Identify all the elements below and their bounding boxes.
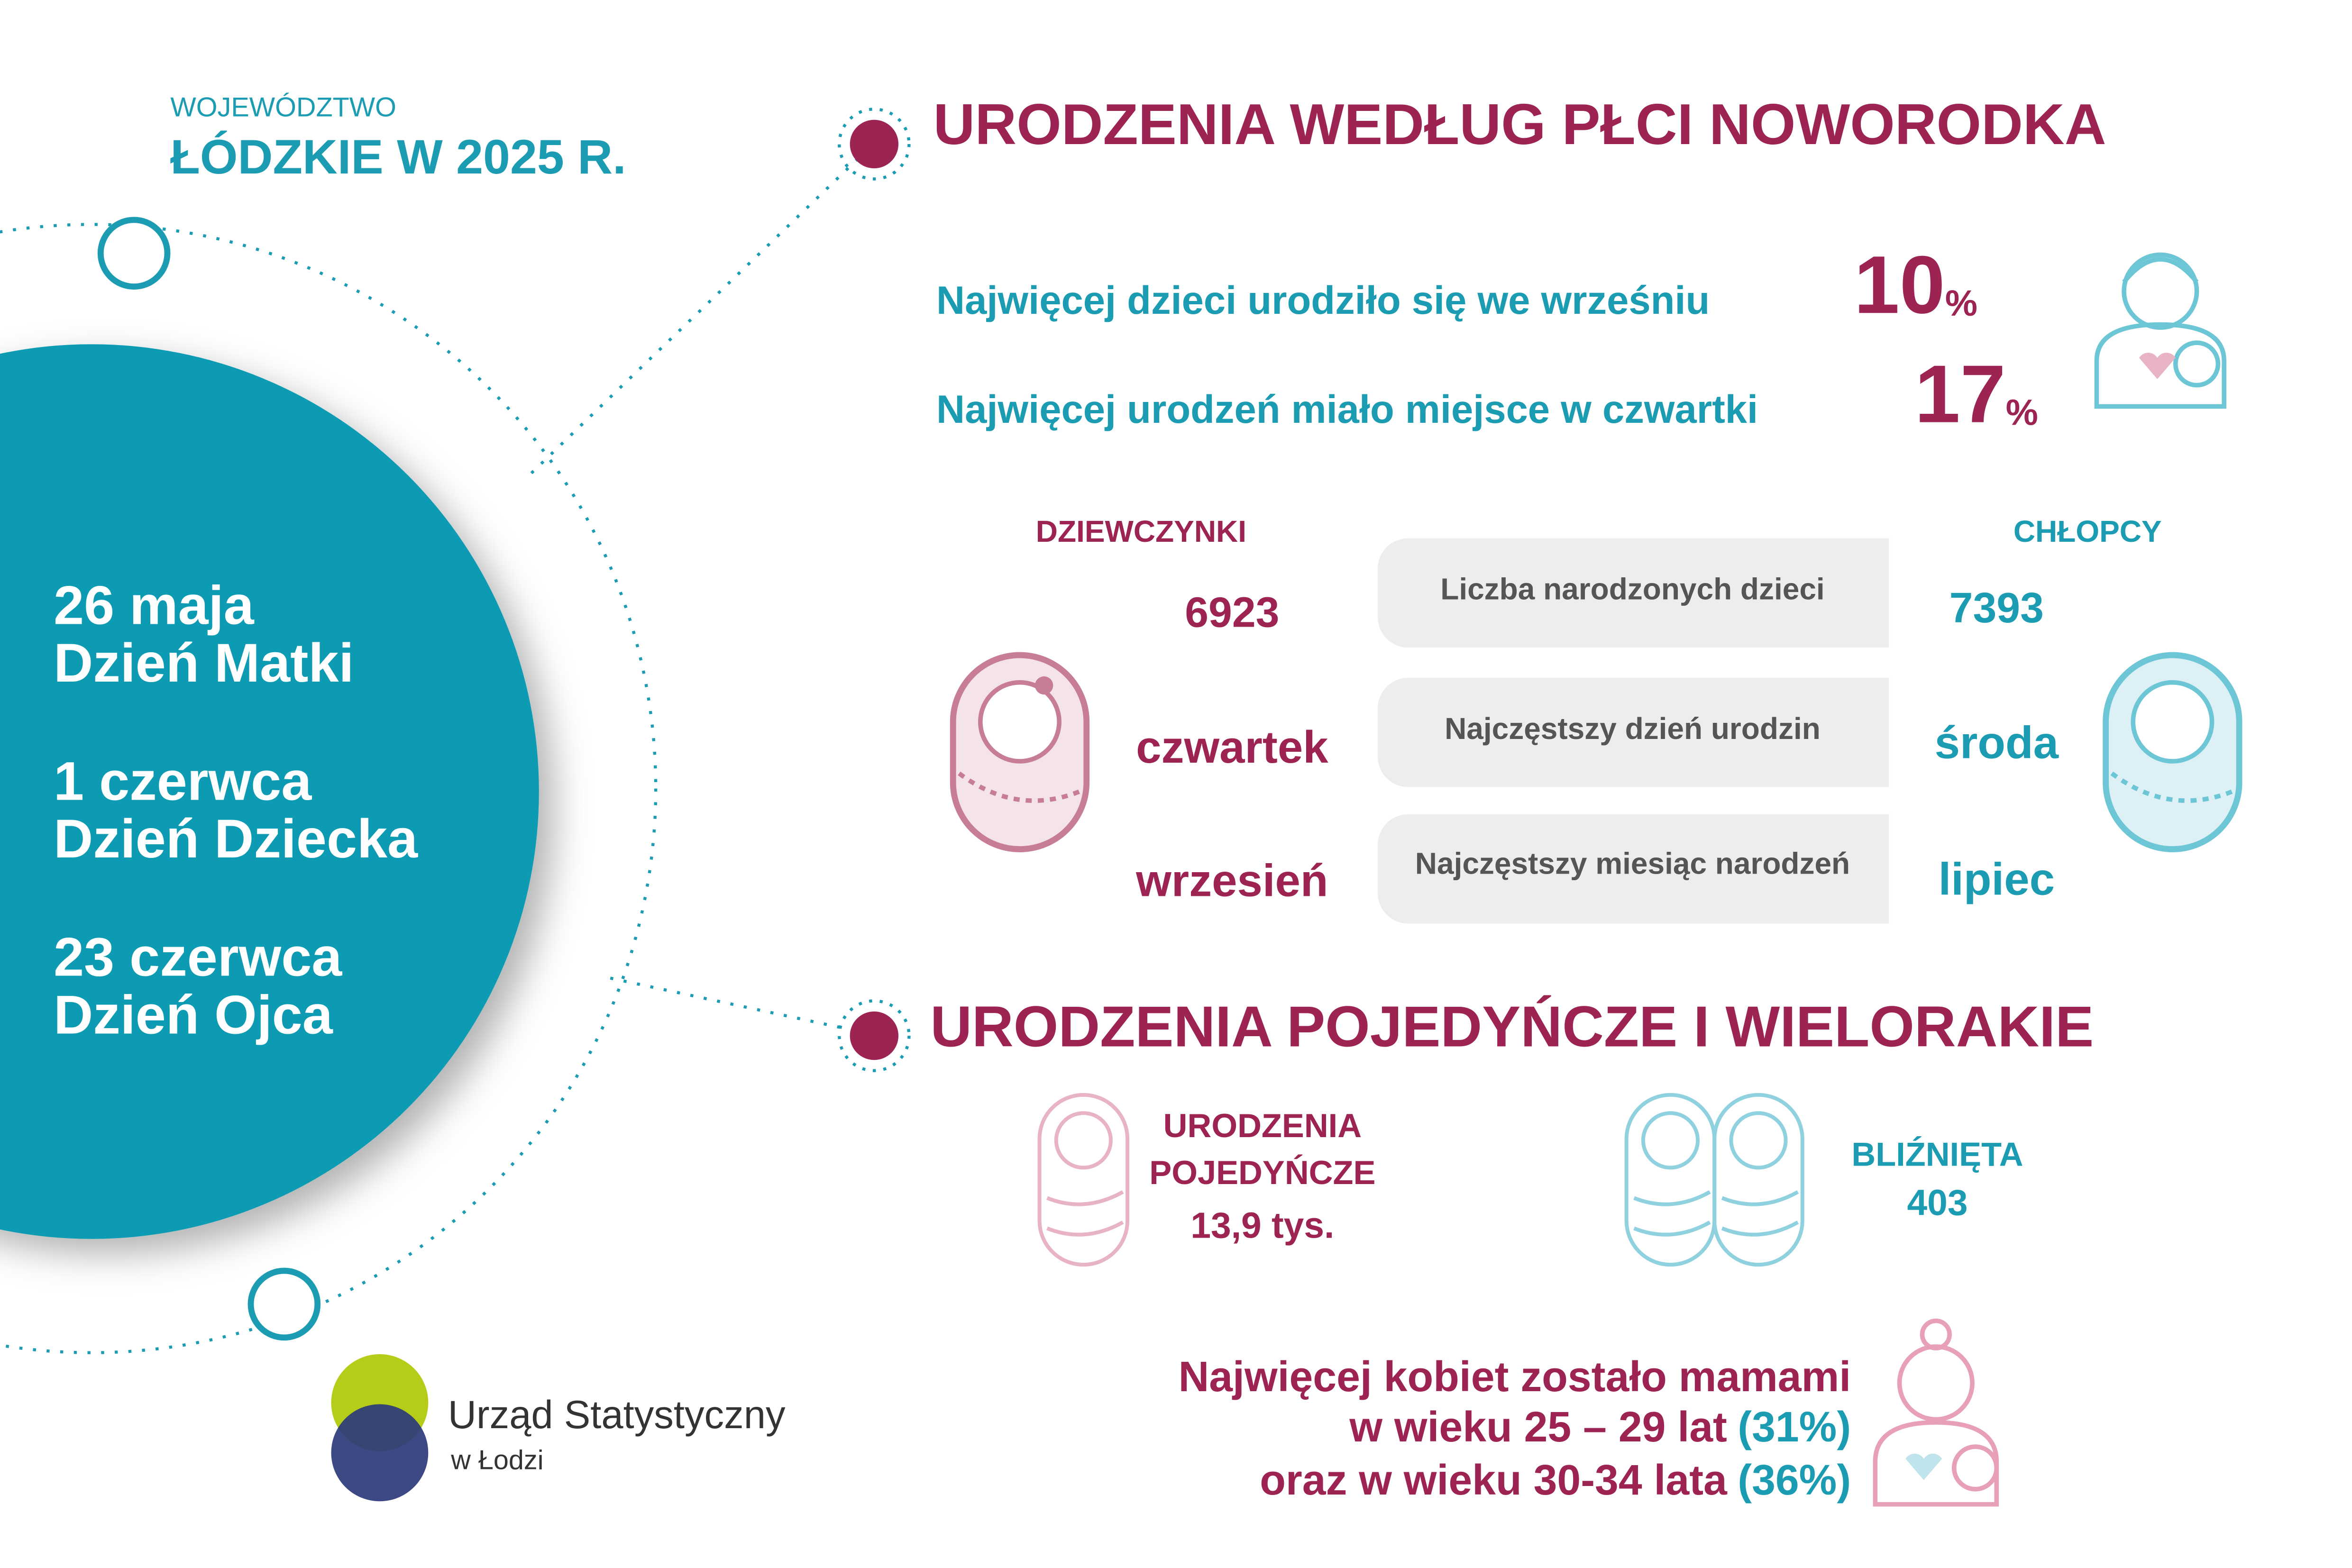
girls-value: wrzesień xyxy=(1135,855,1328,906)
row-label: Najczęstszy dzień urodzin xyxy=(1445,711,1821,746)
orbit-node xyxy=(97,217,171,290)
holiday-date: 26 maja xyxy=(54,575,255,636)
mothers-share: (36%) xyxy=(1738,1456,1851,1503)
fact-number: 17 xyxy=(1915,348,2006,439)
fact-value: 17% xyxy=(1915,348,2038,439)
section-title: URODZENIA POJEDYŃCZE I WIELORAKIE xyxy=(930,994,2094,1059)
fact-text: Najwięcej urodzeń miało miejsce w czwart… xyxy=(936,387,1758,431)
mothers-text: w wieku 25 – 29 lat xyxy=(1349,1403,1727,1450)
mothers-text: oraz w wieku 30-34 lata xyxy=(1260,1456,1728,1503)
row-box xyxy=(1377,814,1889,924)
heart-icon xyxy=(2139,353,2176,379)
boys-value: lipiec xyxy=(1939,854,2055,904)
mother-icon xyxy=(1873,1318,1999,1507)
single-bundle-icon xyxy=(1037,1093,1130,1267)
twins-value: 403 xyxy=(1907,1183,1968,1223)
row-box xyxy=(1377,538,1889,648)
boys-value: 7393 xyxy=(1949,584,2044,631)
holiday-date: 1 czerwca xyxy=(54,751,312,812)
logo-city: w Łodzi xyxy=(450,1445,543,1475)
mothers-share: (31%) xyxy=(1738,1403,1851,1450)
mothers-line: oraz w wieku 30-34 lata (36%) xyxy=(1260,1456,1851,1503)
orbit-node xyxy=(247,1267,321,1341)
holiday-circle xyxy=(0,344,539,1239)
heart-icon xyxy=(1905,1453,1942,1480)
boys-value: środa xyxy=(1935,717,2059,768)
fact-value: 10% xyxy=(1854,239,1977,330)
fact-unit: % xyxy=(1945,283,1977,324)
section-dot xyxy=(850,1011,899,1060)
girls-value: 6923 xyxy=(1185,589,1279,636)
boys-label: CHŁOPCY xyxy=(2013,514,2162,548)
boy-bundle-icon xyxy=(2103,652,2242,852)
holiday-name: Dzień Matki xyxy=(54,633,354,693)
mother-icon xyxy=(2094,252,2226,409)
single-label: URODZENIA xyxy=(1163,1107,1362,1144)
fact-number: 10 xyxy=(1854,239,1945,330)
holiday-name: Dzień Ojca xyxy=(54,985,333,1045)
twins-bundle-icon xyxy=(1624,1093,1804,1267)
twins-label: BLIŹNIĘTA xyxy=(1851,1136,2023,1173)
mothers-line: Najwięcej kobiet zostało mamami xyxy=(1179,1353,1851,1400)
section-title: URODZENIA WEDŁUG PŁCI NOWORODKA xyxy=(933,92,2106,156)
logo-name: Urząd Statystyczny xyxy=(448,1393,786,1437)
single-label: POJEDYŃCZE xyxy=(1149,1154,1375,1191)
row-label: Liczba narodzonych dzieci xyxy=(1440,572,1824,606)
dotted-orbit xyxy=(0,223,658,1354)
girls-value: czwartek xyxy=(1136,722,1328,773)
single-value: 13,9 tys. xyxy=(1190,1205,1334,1246)
holiday-name: Dzień Dziecka xyxy=(54,809,418,869)
section-dot-ring xyxy=(838,108,911,181)
row-label: Najczęstszy miesiąc narodzeń xyxy=(1415,847,1850,881)
fact-text: Najwięcej dzieci urodziło się we wrześni… xyxy=(936,278,1710,322)
mothers-line: w wieku 25 – 29 lat (31%) xyxy=(1349,1403,1851,1450)
section-dot xyxy=(850,119,899,169)
row-box xyxy=(1377,678,1889,787)
girls-label: DZIEWCZYNKI xyxy=(1036,514,1246,548)
region-label: WOJEWÓDZTWO xyxy=(170,92,396,123)
section-dot-ring xyxy=(838,999,911,1072)
holiday-date: 23 czerwca xyxy=(54,927,342,988)
logo-circle xyxy=(331,1404,429,1502)
girl-bundle-icon xyxy=(950,652,1090,852)
region-title: ŁÓDZKIE W 2025 R. xyxy=(170,129,626,184)
fact-unit: % xyxy=(2006,392,2038,433)
